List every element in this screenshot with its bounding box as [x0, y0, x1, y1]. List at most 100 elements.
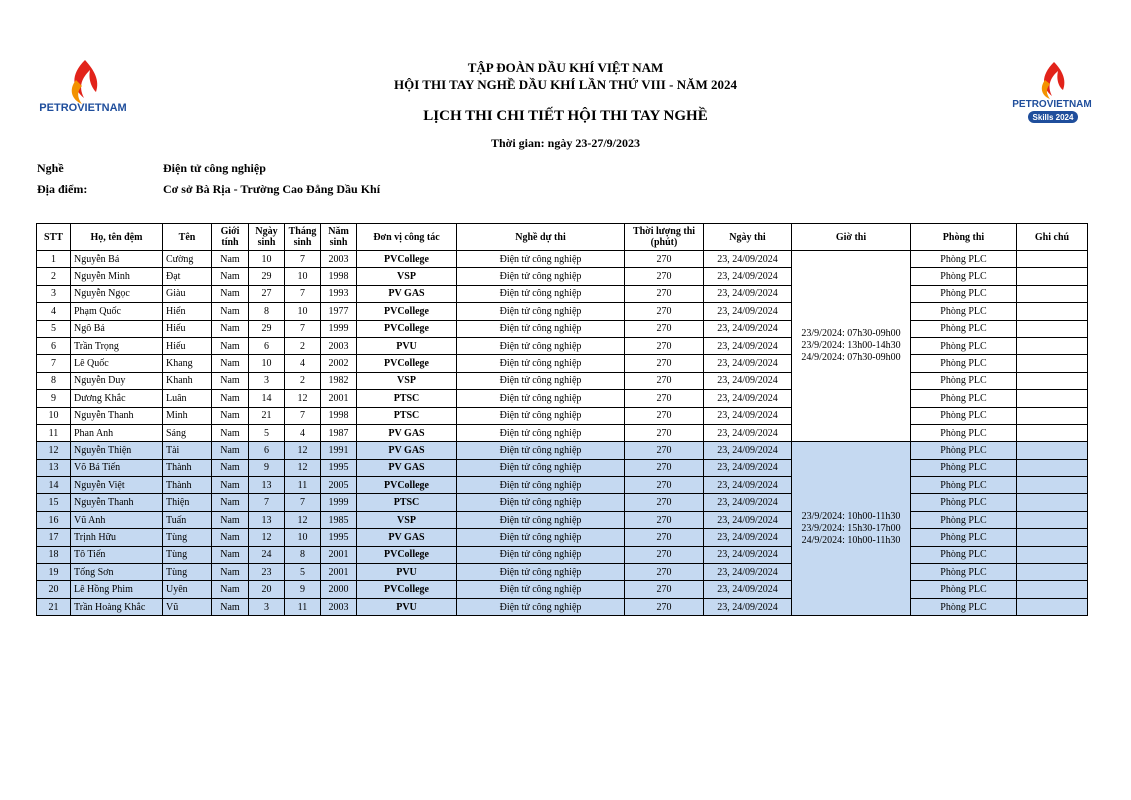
table-cell: 9 — [36, 389, 71, 408]
table-cell: Nam — [211, 302, 249, 321]
table-cell: Tài — [162, 441, 212, 460]
table-cell: 12 — [284, 510, 321, 530]
table-cell: 10 — [36, 406, 71, 425]
table-cell: PVU — [356, 336, 457, 356]
table-cell: 1987 — [320, 423, 357, 443]
note-cell — [1016, 597, 1088, 617]
table-cell: Giàu — [162, 284, 212, 304]
table-cell: 8 — [36, 371, 71, 391]
table-cell: Nguyễn Thiện — [70, 441, 163, 460]
table-cell: 20 — [248, 580, 285, 599]
time-slot: 23/9/2024: 15h30-17h00 — [801, 522, 901, 534]
table-cell: 23, 24/09/2024 — [703, 528, 792, 547]
table-cell: 5 — [284, 563, 321, 582]
note-cell — [1016, 406, 1088, 425]
logo-text: PETROVIETNAM — [1012, 99, 1091, 110]
table-cell: PVCollege — [356, 319, 457, 338]
table-cell: 23, 24/09/2024 — [703, 510, 792, 530]
table-cell: Nguyễn Việt — [70, 476, 163, 495]
table-row: 19 Tống Sơn Tùng Nam 23 5 2001 PVU Điện tử công … — [36, 563, 1088, 582]
table-cell: Nam — [211, 597, 249, 617]
table-cell: 10 — [284, 528, 321, 547]
table-cell: 23, 24/09/2024 — [703, 336, 792, 356]
table-cell: Điện tử công nghiệp — [456, 476, 625, 495]
table-cell: 23, 24/09/2024 — [703, 476, 792, 495]
schedule-table: STT Họ, tên đệm Tên Giới tính Ngày sinh Tháng… — [36, 223, 1088, 617]
time-slot: 24/9/2024: 07h30-09h00 — [801, 352, 901, 364]
info-label: Địa điểm: — [37, 182, 88, 196]
table-cell: Phòng PLC — [910, 336, 1017, 356]
logo-badge: Skills 2024 — [1033, 113, 1074, 122]
table-cell: 270 — [624, 319, 704, 338]
table-cell: Nam — [211, 493, 249, 512]
table-cell: 3 — [248, 371, 285, 391]
table-cell: 1993 — [320, 284, 357, 304]
table-cell: 3 — [36, 284, 71, 304]
table-cell: 6 — [36, 336, 71, 356]
column-header: Ghi chú — [1016, 223, 1088, 251]
table-cell: Điện tử công nghiệp — [456, 580, 625, 599]
table-cell: 5 — [36, 319, 71, 338]
column-header: STT — [36, 223, 71, 251]
time-slot: 23/9/2024: 07h30-09h00 — [801, 328, 901, 340]
table-cell: 19 — [36, 563, 71, 582]
table-cell: Nam — [211, 389, 249, 408]
table-cell: 23, 24/09/2024 — [703, 319, 792, 338]
table-row: 15 Nguyễn Thanh Thiện Nam 7 7 1999 PTSC Điện tử … — [36, 493, 1088, 512]
table-cell: PTSC — [356, 406, 457, 425]
note-cell — [1016, 476, 1088, 495]
note-cell — [1016, 249, 1088, 269]
table-cell: 21 — [36, 597, 71, 617]
table-cell: 2003 — [320, 336, 357, 356]
table-cell: Ngô Bá — [70, 319, 163, 338]
table-row: 5 Ngô Bá Hiếu Nam 29 7 1999 PVCollege Điện tử cô… — [36, 319, 1088, 338]
table-cell: Phan Anh — [70, 423, 163, 443]
table-cell: 4 — [284, 423, 321, 443]
table-cell: Nam — [211, 406, 249, 425]
table-cell: Điện tử công nghiệp — [456, 354, 625, 373]
column-header: Giới tính — [211, 223, 249, 251]
table-row: 7 Lê Quốc Khang Nam 10 4 2002 PVCollege Điện tử … — [36, 354, 1088, 373]
table-cell: 13 — [248, 476, 285, 495]
table-cell: 12 — [36, 441, 71, 460]
column-header: Tên — [162, 223, 212, 251]
table-cell: Phòng PLC — [910, 476, 1017, 495]
note-cell — [1016, 354, 1088, 373]
table-cell: 24 — [248, 545, 285, 565]
table-cell: 10 — [284, 267, 321, 286]
table-cell: Phạm Quốc — [70, 302, 163, 321]
table-cell: 270 — [624, 389, 704, 408]
column-header: Thời lượng thi (phút) — [624, 223, 704, 251]
table-cell: 2003 — [320, 249, 357, 269]
table-cell: Thành — [162, 458, 212, 478]
table-cell: 10 — [284, 302, 321, 321]
table-cell: 8 — [284, 545, 321, 565]
table-cell: Điện tử công nghiệp — [456, 563, 625, 582]
table-cell: 7 — [284, 249, 321, 269]
table-cell: Phòng PLC — [910, 371, 1017, 391]
table-cell: Khanh — [162, 371, 212, 391]
logos: PETROVIETNAM PETROVIETNAM Skills 2024 — [39, 60, 1092, 123]
table-cell: Nam — [211, 423, 249, 443]
table-cell: Phòng PLC — [910, 597, 1017, 617]
table-cell: 14 — [248, 389, 285, 408]
table-cell: Điện tử công nghiệp — [456, 267, 625, 286]
table-cell: Uyên — [162, 580, 212, 599]
table-cell: Nam — [211, 336, 249, 356]
table-row: 8 Nguyễn Duy Khanh Nam 3 2 1982 VSP Điện tử công… — [36, 371, 1088, 391]
table-cell: Điện tử công nghiệp — [456, 528, 625, 547]
table-cell: Nam — [211, 371, 249, 391]
table-cell: Nam — [211, 528, 249, 547]
table-cell: 21 — [248, 406, 285, 425]
table-cell: Phòng PLC — [910, 284, 1017, 304]
table-row: 16 Vũ Anh Tuấn Nam 13 12 1985 VSP Điện tử công n… — [36, 510, 1088, 530]
table-body: 1 Nguyễn Bá Cường Nam 10 7 2003 PVCollege Điện t… — [36, 249, 1088, 617]
table-row: 21 Trần Hoàng Khắc Vũ Nam 3 11 2003 PVU Điện tử … — [36, 597, 1088, 617]
table-cell: Điện tử công nghiệp — [456, 441, 625, 460]
table-cell: 1991 — [320, 441, 357, 460]
table-cell: Điện tử công nghiệp — [456, 319, 625, 338]
table-cell: Nam — [211, 319, 249, 338]
note-cell — [1016, 371, 1088, 391]
logo-text: PETROVIETNAM — [39, 102, 126, 114]
